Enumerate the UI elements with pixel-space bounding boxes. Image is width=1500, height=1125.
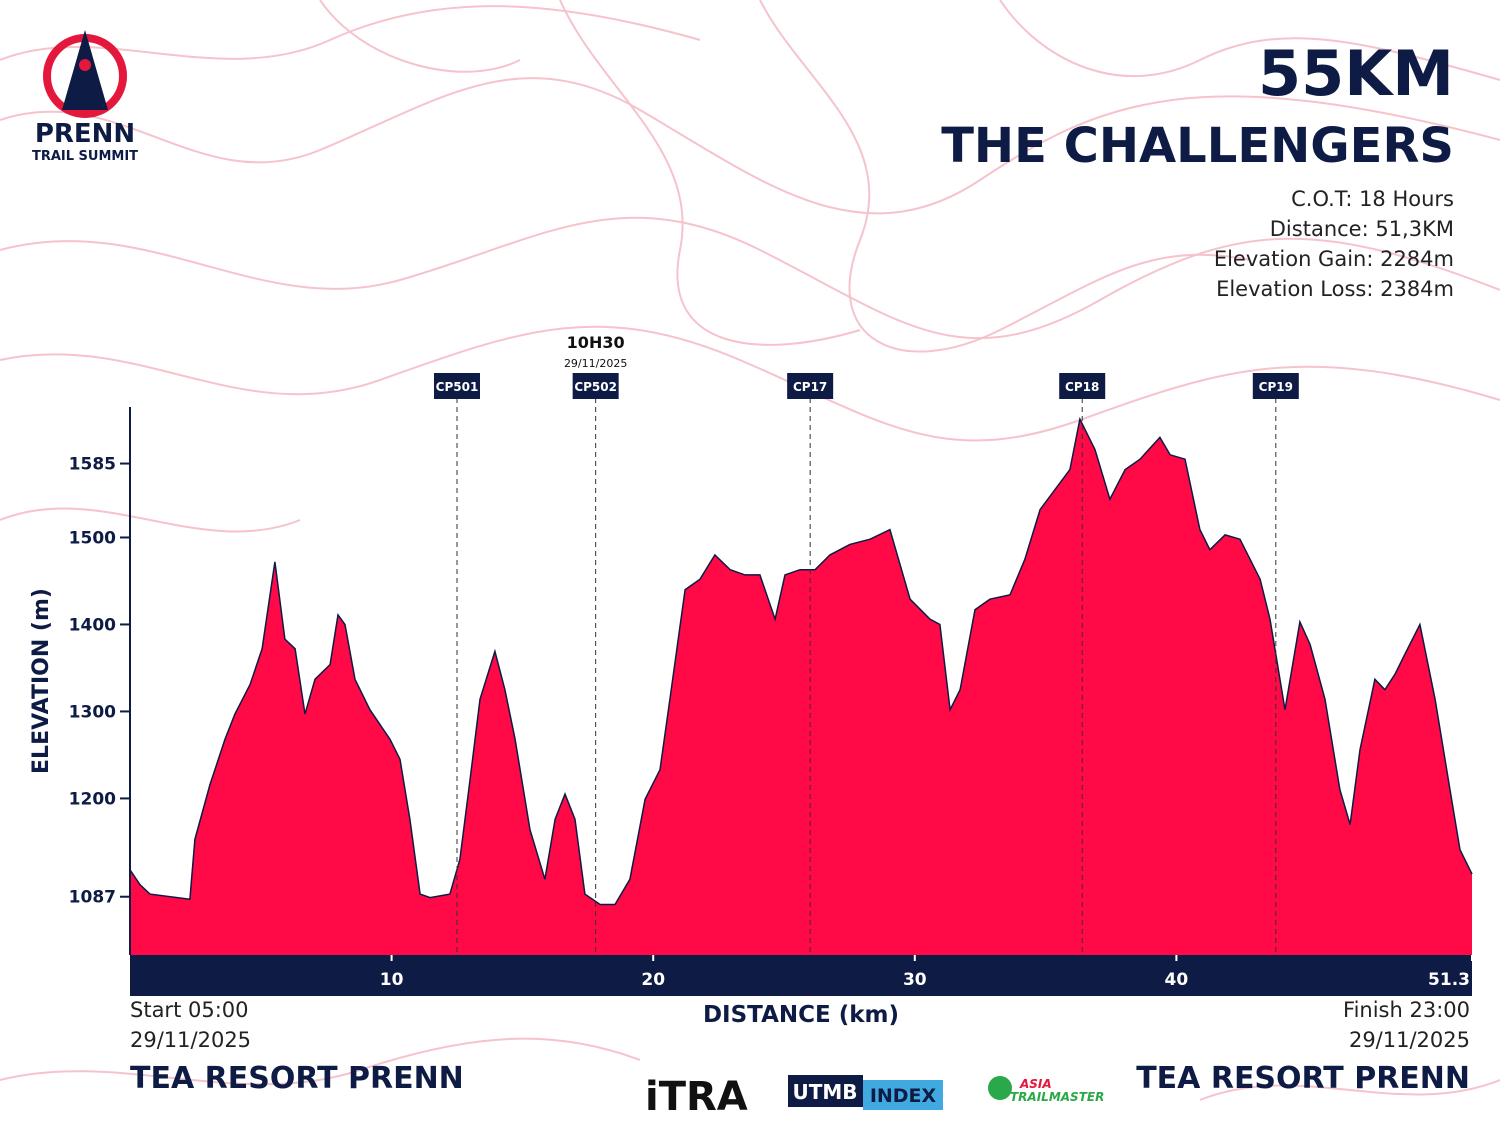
- chart: 1087 1200 1300 1400 1500 1585 ELEVATION (m) 10 2…: [29, 333, 1473, 1028]
- info-line: Elevation Loss: 2384m: [1216, 277, 1454, 301]
- logo: PRENN TRAIL SUMMIT: [32, 30, 138, 164]
- x-tick-label: 10: [380, 970, 404, 990]
- itra-logo: iTRA: [645, 1074, 748, 1120]
- y-tick-label: 1200: [69, 789, 116, 809]
- finish-place: TEA RESORT PRENN: [1136, 1061, 1470, 1096]
- finish-time: Finish 23:00: [1343, 998, 1470, 1022]
- checkpoint-date: 29/11/2025: [564, 357, 627, 370]
- atm-asia: ASIA: [1019, 1077, 1052, 1091]
- atm-trailmaster: TRAILMASTER: [1010, 1090, 1104, 1104]
- index-logo: INDEX: [870, 1085, 937, 1107]
- x-tick-label: 51.3: [1428, 970, 1470, 990]
- x-axis-label: DISTANCE (km): [703, 1002, 899, 1028]
- logo-name: PRENN: [35, 119, 135, 149]
- checkpoint-box: [1059, 373, 1106, 399]
- checkpoint-label: CP17: [793, 380, 827, 394]
- info-line: Distance: 51,3KM: [1270, 217, 1454, 241]
- start-time: Start 05:00: [130, 998, 249, 1022]
- checkpoint-time: 10H30: [567, 333, 625, 352]
- utmb-logo: UTMB: [792, 1080, 857, 1104]
- index-box: [863, 1080, 943, 1110]
- checkpoint-label: CP501: [436, 380, 479, 394]
- x-tick-label: 30: [903, 970, 927, 990]
- info-lines: C.O.T: 18 Hours Distance: 51,3KM Elevation…: [1214, 187, 1454, 301]
- checkpoint-label: CP502: [574, 380, 617, 394]
- x-tick-label: 20: [641, 970, 665, 990]
- title: 55KM: [1258, 37, 1454, 110]
- logo-runner: [79, 59, 91, 71]
- checkpoint-box: [1252, 373, 1299, 399]
- checkpoint-label: CP18: [1065, 380, 1099, 394]
- y-axis-label: ELEVATION (m): [29, 588, 54, 774]
- info-line: C.O.T: 18 Hours: [1291, 187, 1454, 211]
- utmb-box: [788, 1075, 863, 1107]
- info-line: Elevation Gain: 2284m: [1214, 247, 1454, 271]
- partners: iTRA UTMB INDEX ASIA TRAILMASTER: [645, 1074, 1104, 1120]
- y-tick-label: 1087: [69, 888, 116, 908]
- logo-tagline: TRAIL SUMMIT: [32, 149, 138, 164]
- start-place: TEA RESORT PRENN: [130, 1061, 464, 1096]
- elevation-line: [129, 416, 1473, 906]
- checkpoint-label: CP19: [1259, 380, 1293, 394]
- y-tick-label: 1500: [69, 528, 116, 548]
- contour-background: [0, 0, 1500, 1101]
- checkpoint-box: [787, 373, 834, 399]
- x-tick-label: 40: [1165, 970, 1189, 990]
- elevation-area: [130, 419, 1472, 955]
- y-tick-label: 1400: [69, 615, 116, 635]
- checkpoint-box: [433, 373, 480, 399]
- y-tick-label: 1585: [69, 455, 116, 475]
- checkpoint-box: [572, 373, 619, 399]
- y-tick-label: 1300: [69, 702, 116, 722]
- atm-icon: [988, 1076, 1012, 1100]
- x-axis-bar: [130, 955, 1472, 996]
- start-date: 29/11/2025: [130, 1028, 251, 1052]
- subtitle: THE CHALLENGERS: [941, 118, 1454, 174]
- finish-date: 29/11/2025: [1349, 1028, 1470, 1052]
